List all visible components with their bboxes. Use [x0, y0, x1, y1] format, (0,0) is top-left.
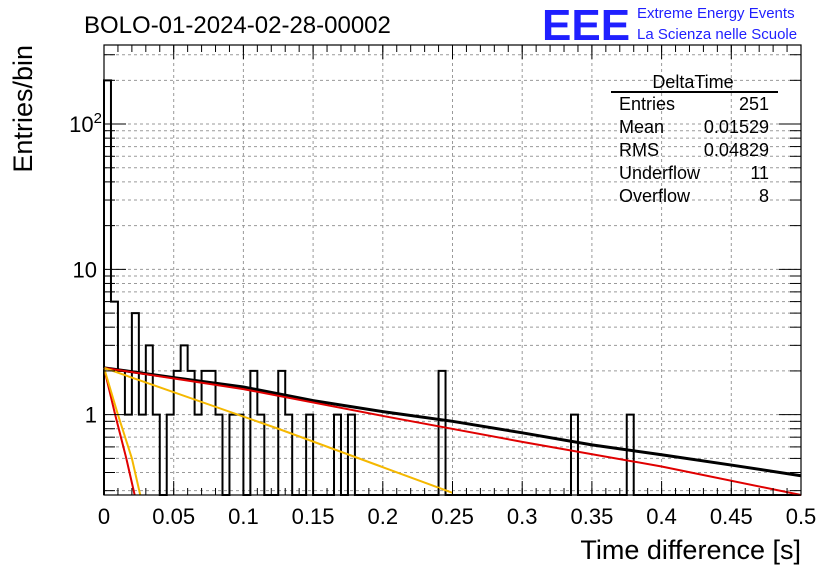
logo-line-2: La Scienza nelle Scuole	[637, 26, 797, 43]
stats-label: Overflow	[619, 186, 691, 206]
stats-label: Underflow	[619, 163, 701, 183]
fit-curve	[103, 366, 453, 494]
x-tick-label: 0.1	[228, 504, 259, 529]
axis-ticks	[103, 45, 802, 495]
x-tick-label: 0.15	[292, 504, 335, 529]
fit-curve	[103, 367, 136, 496]
fit-curves	[103, 366, 802, 496]
logo-line-1: Extreme Energy Events	[637, 5, 795, 22]
run-title: BOLO-01-2024-02-28-00002	[84, 12, 391, 39]
stats-label: Entries	[619, 94, 675, 114]
y-axis-title: Entries/bin	[8, 45, 38, 173]
x-tick-label: 0.2	[368, 504, 399, 529]
x-tick-labels: 0 0.05 0.1 0.15 0.2 0.25 0.3 0.35 0.4 0.45 0.5	[98, 504, 816, 529]
stats-rows: Entries 251 Mean 0.01529 RMS 0.04829Underflow…	[619, 94, 769, 206]
stats-label: Mean	[619, 117, 664, 137]
x-tick-label: 0	[98, 504, 110, 529]
stats-value: 8	[759, 186, 769, 206]
stats-label: RMS	[619, 140, 659, 160]
stats-value: 11	[750, 163, 769, 183]
x-tick-label: 0.45	[710, 504, 753, 529]
y-tick-label: 10	[73, 257, 97, 282]
x-tick-label: 0.25	[431, 504, 474, 529]
fit-curve	[103, 367, 142, 496]
x-tick-label: 0.5	[786, 504, 817, 529]
x-tick-label: 0.05	[152, 504, 195, 529]
fit-curve	[103, 366, 802, 478]
eee-logo: EEE Extreme Energy Events La Scienza nel…	[542, 1, 797, 50]
stats-value: 0.04829	[704, 140, 769, 160]
x-tick-label: 0.4	[646, 504, 677, 529]
fit-curve	[103, 366, 802, 496]
x-axis-title: Time difference [s]	[580, 535, 801, 565]
stats-box: DeltaTime Entries 251 Mean 0.01529 RMS 0.0482…	[611, 72, 778, 206]
y-tick-label: 1	[85, 403, 97, 428]
y-tick-labels: 1 10 102	[69, 110, 102, 428]
y-tick-label: 102	[69, 110, 102, 137]
x-tick-label: 0.35	[570, 504, 613, 529]
logo-letters: EEE	[542, 1, 630, 50]
stats-value: 251	[739, 94, 769, 114]
stats-value: 0.01529	[704, 117, 769, 137]
x-tick-label: 0.3	[507, 504, 538, 529]
stats-title: DeltaTime	[652, 72, 733, 92]
